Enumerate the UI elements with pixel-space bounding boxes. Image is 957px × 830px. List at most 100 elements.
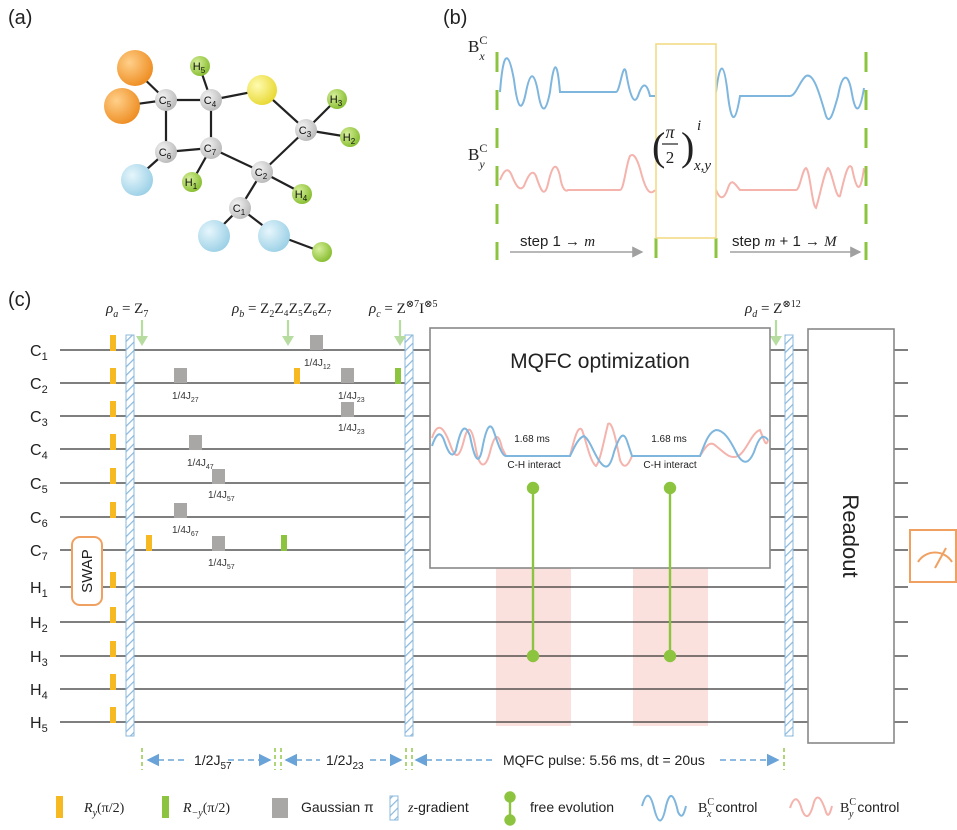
qubit-label-h1: H1: [30, 580, 48, 600]
ry-pulse: [110, 607, 116, 623]
carbon-atom-c2: [251, 161, 273, 183]
carbon-atom-c7: [200, 137, 222, 159]
state-label-rho-a: ρa = Z7: [105, 301, 148, 320]
ry-pulse: [110, 434, 116, 450]
qubit-label-h4: H4: [30, 682, 48, 702]
rmy-pulses: [281, 368, 401, 551]
gaussian-pulse: [212, 469, 225, 484]
ry-pulse: [110, 674, 116, 690]
legend: Ry(π/2) R−y(π/2) Gaussian π z-gradient f…: [56, 791, 899, 826]
svg-text:): ): [681, 124, 694, 169]
mqfc-bx-wave: [431, 425, 769, 468]
qubit-label-c5: C5: [30, 476, 48, 496]
svg-text:1/2J57: 1/2J57: [194, 752, 232, 772]
by-waveform-right: [715, 165, 865, 210]
swap-box: [71, 536, 103, 606]
qubit-label-c3: C3: [30, 409, 48, 429]
mqfc-interact-labels: 1.68 ms C-H interact 1.68 ms C-H interac…: [507, 434, 697, 471]
hydrogen-atom-h5: [190, 56, 210, 76]
gaussian-pulse: [341, 402, 354, 417]
legend-free-label: free evolution: [530, 799, 614, 815]
panel-a-label: (a): [8, 7, 32, 29]
svg-text:1.68 ms: 1.68 ms: [514, 434, 550, 445]
ry-pulse: [110, 707, 116, 723]
coupling-label-57b: 1/4J57: [208, 558, 235, 571]
legend-free-swatch: [504, 791, 516, 826]
gaussian-pulse: [212, 536, 225, 551]
atom-label-h1: H1: [185, 177, 198, 191]
state-arrows: [136, 320, 782, 346]
meter-icon: [909, 529, 957, 583]
pi-half-pulse-label: ( π 2 ) i x,y: [652, 118, 711, 174]
hydrogen-atom-h4: [292, 184, 312, 204]
coupling-label-57: 1/4J57: [208, 490, 235, 503]
gaussian-pulse: [341, 368, 354, 383]
svg-text:C-H interact: C-H interact: [643, 460, 697, 471]
legend-rmy-swatch: [162, 796, 169, 818]
ry-pulse: [294, 368, 300, 384]
svg-text:i: i: [697, 118, 701, 134]
coupling-label-12: 1/4J12: [304, 358, 331, 371]
coupling-label-47: 1/4J47: [187, 458, 214, 471]
legend-by-swatch: [789, 796, 833, 818]
svg-text:1.68 ms: 1.68 ms: [651, 434, 687, 445]
hydrogen-h-terminal: [312, 242, 332, 262]
gaussian-pulse: [174, 368, 187, 383]
gaussian-pulse: [174, 503, 187, 518]
free-evolution-dot: [663, 649, 677, 663]
rmy-pulse: [281, 535, 287, 551]
svg-text:C-H interact: C-H interact: [507, 460, 561, 471]
legend-gradient-label: z-gradient: [407, 799, 469, 816]
legend-bx-swatch: [641, 794, 687, 822]
qubit-label-c6: C6: [30, 510, 48, 530]
atom-label-c7: C7: [204, 143, 217, 157]
swap-label: SWAP: [79, 549, 96, 593]
by-label: BC y: [468, 141, 487, 171]
mqfc-optimization-box: [429, 327, 771, 569]
carbon-atom-c4: [200, 89, 222, 111]
coupling-label-67: 1/4J67: [172, 525, 199, 538]
gaussian-pulse: [310, 335, 323, 350]
ry-pulse: [110, 401, 116, 417]
readout-label: Readout: [838, 494, 863, 577]
hydrogen-atom-h1: [182, 172, 202, 192]
mqfc-title: MQFC optimization: [510, 350, 690, 373]
step1-label: step 1 → m: [520, 233, 595, 250]
hydrogen-atom-h3: [327, 89, 347, 109]
bx-label: BC x: [468, 33, 487, 63]
legend-ry-label: Ry(π/2): [83, 801, 125, 819]
coupling-label-23: 1/4J23: [338, 391, 365, 404]
blue-atom-1: [121, 164, 153, 196]
bx-waveform-right: [715, 67, 865, 121]
pi-half-pulse-box: [655, 43, 717, 239]
ry-pulse: [110, 572, 116, 588]
ry-pulse: [110, 641, 116, 657]
svg-text:x,y: x,y: [693, 158, 711, 174]
atom-label-h4: H4: [295, 189, 308, 203]
state-labels: ρa = Z7 ρb = Z2Z₄Z₅Z₆Z₇ ρc = Z⊗7I⊗5 ρd =…: [105, 299, 801, 320]
coupling-labels: 1/4J27 1/4J47 1/4J57 1/4J67 1/4J57 1/4J1…: [172, 358, 365, 571]
carbon-atom-c5: [155, 89, 177, 111]
blue-atom-2: [198, 220, 230, 252]
z-gradient-3: [784, 334, 794, 737]
legend-rmy-label: R−y(π/2): [182, 801, 230, 819]
free-evolution-dot: [526, 481, 540, 495]
orange-atom-1: [117, 50, 153, 86]
gaussian-pulse: [189, 435, 202, 450]
qubit-label-h5: H5: [30, 715, 48, 735]
free-evolution-connectors: [526, 481, 677, 663]
svg-text:1/2J23: 1/2J23: [326, 752, 364, 772]
carbon-atom-c1: [229, 197, 251, 219]
atom-label-h3: H3: [330, 94, 343, 108]
z-gradient-1: [125, 334, 135, 737]
state-label-rho-c: ρc = Z⊗7I⊗5: [368, 299, 438, 320]
legend-gradient-swatch: [389, 795, 399, 821]
atom-label-c5: C5: [159, 95, 172, 109]
orange-atom-2: [104, 88, 140, 124]
z-gradient-2: [404, 334, 414, 737]
carbon-atom-c6: [155, 141, 177, 163]
ry-pulse: [110, 468, 116, 484]
atom-label-c4: C4: [204, 95, 217, 109]
legend-gaussian-label: Gaussian π: [301, 799, 374, 815]
